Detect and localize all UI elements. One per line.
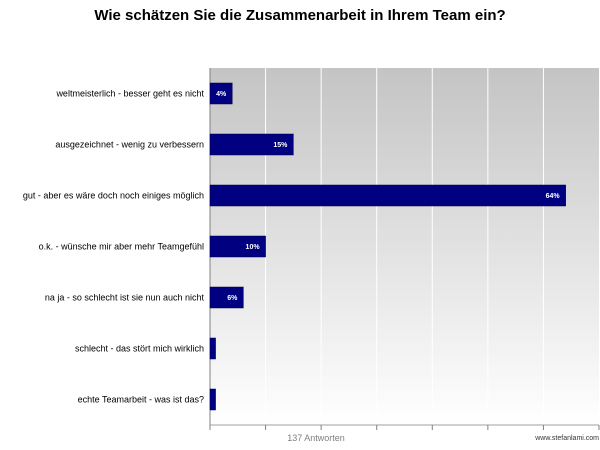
- grid-lines: [265, 68, 544, 425]
- bar: [209, 286, 244, 309]
- bar: [209, 337, 216, 360]
- category-label: na ja - so schlecht ist sie nun auch nic…: [45, 293, 205, 303]
- bar: [209, 388, 216, 411]
- bar: [209, 235, 266, 258]
- category-label: schlecht - das stört mich wirklich: [75, 344, 204, 354]
- bar-value-label: 64%: [546, 193, 561, 200]
- bar-value-label: 10%: [246, 244, 261, 251]
- category-label: ausgezeichnet - wenig zu verbessern: [55, 140, 204, 150]
- bars: 4% 15% 64% 10% 6% 1: [206, 82, 566, 411]
- bar-value-label: 1: [206, 346, 210, 353]
- bar-value-label: 15%: [273, 142, 288, 149]
- category-label: weltmeisterlich - besser geht es nicht: [55, 89, 204, 99]
- credit-text: www.stefanlami.com: [534, 435, 599, 442]
- bar: [209, 133, 294, 156]
- response-count: 137 Antworten: [287, 433, 345, 443]
- category-labels: weltmeisterlich - besser geht es nicht au…: [23, 89, 205, 405]
- plot-area: [210, 68, 599, 425]
- bar-value-label: 6%: [227, 295, 238, 302]
- chart-title: Wie schätzen Sie die Zusammenarbeit in I…: [94, 7, 505, 24]
- category-label: echte Teamarbeit - was ist das?: [78, 395, 204, 405]
- bar: [209, 82, 233, 105]
- bar-value-label: 4%: [216, 91, 227, 98]
- category-label: gut - aber es wäre doch noch einiges mög…: [23, 191, 204, 201]
- category-label: o.k. - wünsche mir aber mehr Teamgefühl: [39, 242, 204, 252]
- bar: [209, 184, 566, 207]
